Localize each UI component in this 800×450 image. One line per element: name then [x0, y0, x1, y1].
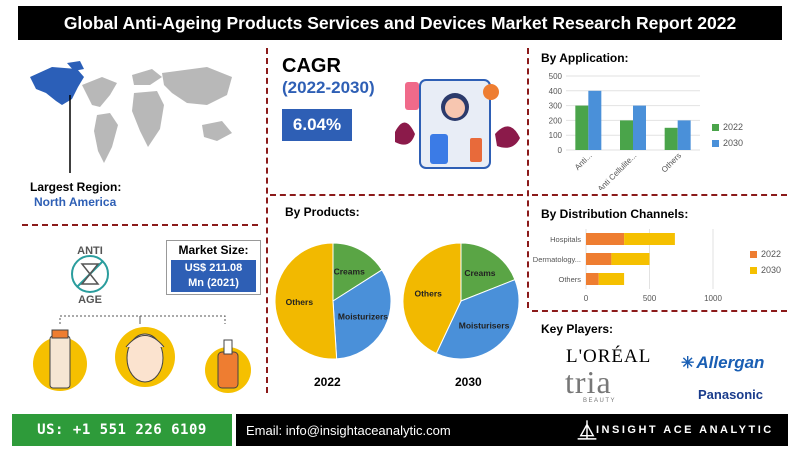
anti-age-icon: ANTI AGE: [60, 240, 120, 306]
pie-slice-creams: [332, 242, 383, 302]
market-size-value-line1: US$ 211.08: [184, 262, 243, 274]
pie-slice-others: [402, 242, 462, 355]
app-ytick-label: 300: [549, 102, 563, 111]
app-bar-2030: [633, 105, 646, 150]
world-map: [30, 61, 232, 173]
app-bar-2030: [588, 90, 602, 150]
pie-slice-others: [274, 242, 338, 360]
loreal-logo: L'ORÉAL: [566, 346, 652, 367]
age-text: AGE: [78, 294, 102, 305]
brand-name: INSIGHT ACE ANALYTIC: [596, 424, 774, 436]
cagr-value: 6.04%: [282, 109, 352, 141]
key-players-title: Key Players:: [541, 322, 614, 336]
dist-category-label: Others: [558, 275, 581, 284]
application-title: By Application:: [541, 51, 629, 65]
products-pie-2030: Creams Moisturisers Others: [402, 242, 520, 360]
distribution-title: By Distribution Channels:: [541, 207, 689, 221]
app-category-label: Anti...: [573, 151, 594, 172]
tria-logo: tria: [565, 364, 612, 400]
cagr-title: CAGR: [282, 55, 341, 77]
dist-legend-label: 2030: [761, 265, 781, 275]
divider-right: [527, 48, 529, 308]
market-size-box: Market Size: US$ 211.08 Mn (2021): [166, 240, 261, 295]
dist-bar-2022: [586, 273, 599, 285]
pie-slice-moisturizers: [332, 269, 392, 360]
dist-category-label: Dermatology...: [533, 255, 581, 264]
skincare-illustration: [395, 79, 520, 169]
footer-phone[interactable]: US: +1 551 226 6109: [12, 414, 232, 446]
market-size-value-line2: Mn (2021): [188, 277, 239, 289]
divider-right-h1: [532, 194, 787, 196]
beauty-products-illustration: [33, 315, 251, 393]
app-legend-label: 2030: [723, 138, 743, 148]
divider-left-h: [22, 224, 258, 226]
allergan-text: Allergan: [696, 353, 765, 372]
footer-email[interactable]: Email: info@insightaceanalytic.com: [236, 414, 566, 446]
distribution-bar-chart: 0 500 1000 Hospitals Dermatology... Others 202…: [533, 229, 781, 303]
app-legend-swatch: [712, 124, 719, 131]
market-size-label: Market Size:: [178, 243, 249, 257]
app-category-label: Others: [660, 151, 683, 174]
anti-text: ANTI: [77, 245, 103, 257]
panasonic-logo: Panasonic: [698, 387, 764, 402]
pie-label: Moisturisers: [459, 321, 510, 331]
dist-bar-2022: [586, 233, 625, 245]
dist-legend-label: 2022: [761, 249, 781, 259]
pie-label: Moisturizers: [338, 311, 388, 321]
products-pie-2022: Creams Moisturizers Others: [274, 242, 392, 360]
dist-legend-swatch: [750, 251, 757, 258]
footer-brand: ⏅ INSIGHT ACE ANALYTIC: [566, 414, 788, 446]
app-bar-2022: [575, 105, 589, 150]
dist-bar-2030: [611, 253, 650, 265]
divider-right-h2: [532, 310, 787, 312]
divider-left: [266, 48, 268, 393]
dist-xtick-label: 1000: [704, 294, 722, 303]
dist-legend-swatch: [750, 267, 757, 274]
app-bar-2030: [677, 120, 691, 150]
market-size-value: US$ 211.08 Mn (2021): [171, 260, 256, 292]
allergan-logo: ✳ Allergan: [681, 353, 764, 373]
brand-mark-icon: ⏅: [578, 421, 596, 441]
app-ytick-label: 100: [549, 131, 563, 140]
app-ytick-label: 500: [549, 72, 563, 81]
pie-label: Others: [286, 297, 314, 307]
largest-region-value: North America: [34, 195, 117, 209]
pie-label: Creams: [464, 268, 495, 278]
app-ytick-label: 200: [549, 116, 563, 125]
pie-2022-year: 2022: [314, 375, 341, 389]
allergan-mark-icon: ✳: [681, 355, 695, 372]
app-legend-swatch: [712, 140, 719, 147]
pie-label: Others: [414, 289, 442, 299]
dist-bar-2030: [624, 233, 675, 245]
app-category-label: Anti Cellulite...: [596, 151, 639, 190]
pie-2030-year: 2030: [455, 375, 482, 389]
application-bar-chart: 0 100 200 300 400 500 Anti... Anti Cellulite...…: [549, 72, 743, 190]
dist-xtick-label: 0: [584, 294, 589, 303]
app-bar-2022: [620, 120, 633, 150]
pie-slice-moisturisers: [435, 278, 520, 360]
app-bar-2022: [664, 127, 678, 150]
dist-category-label: Hospitals: [550, 235, 581, 244]
app-legend-label: 2022: [723, 122, 743, 132]
cagr-period: (2022-2030): [282, 78, 375, 97]
app-ytick-label: 400: [549, 87, 563, 96]
products-title: By Products:: [285, 205, 360, 219]
tria-beauty-text: BEAUTY: [583, 398, 617, 404]
pie-slice-creams: [460, 242, 516, 302]
report-title: Global Anti-Ageing Products Services and…: [18, 6, 782, 40]
app-ytick-label: 0: [558, 146, 563, 155]
dist-bar-2030: [598, 273, 625, 285]
largest-region-label: Largest Region:: [30, 180, 122, 194]
pie-label: Creams: [334, 267, 365, 277]
dist-bar-2022: [586, 253, 612, 265]
divider-center-h: [270, 194, 523, 196]
dist-xtick-label: 500: [643, 294, 657, 303]
